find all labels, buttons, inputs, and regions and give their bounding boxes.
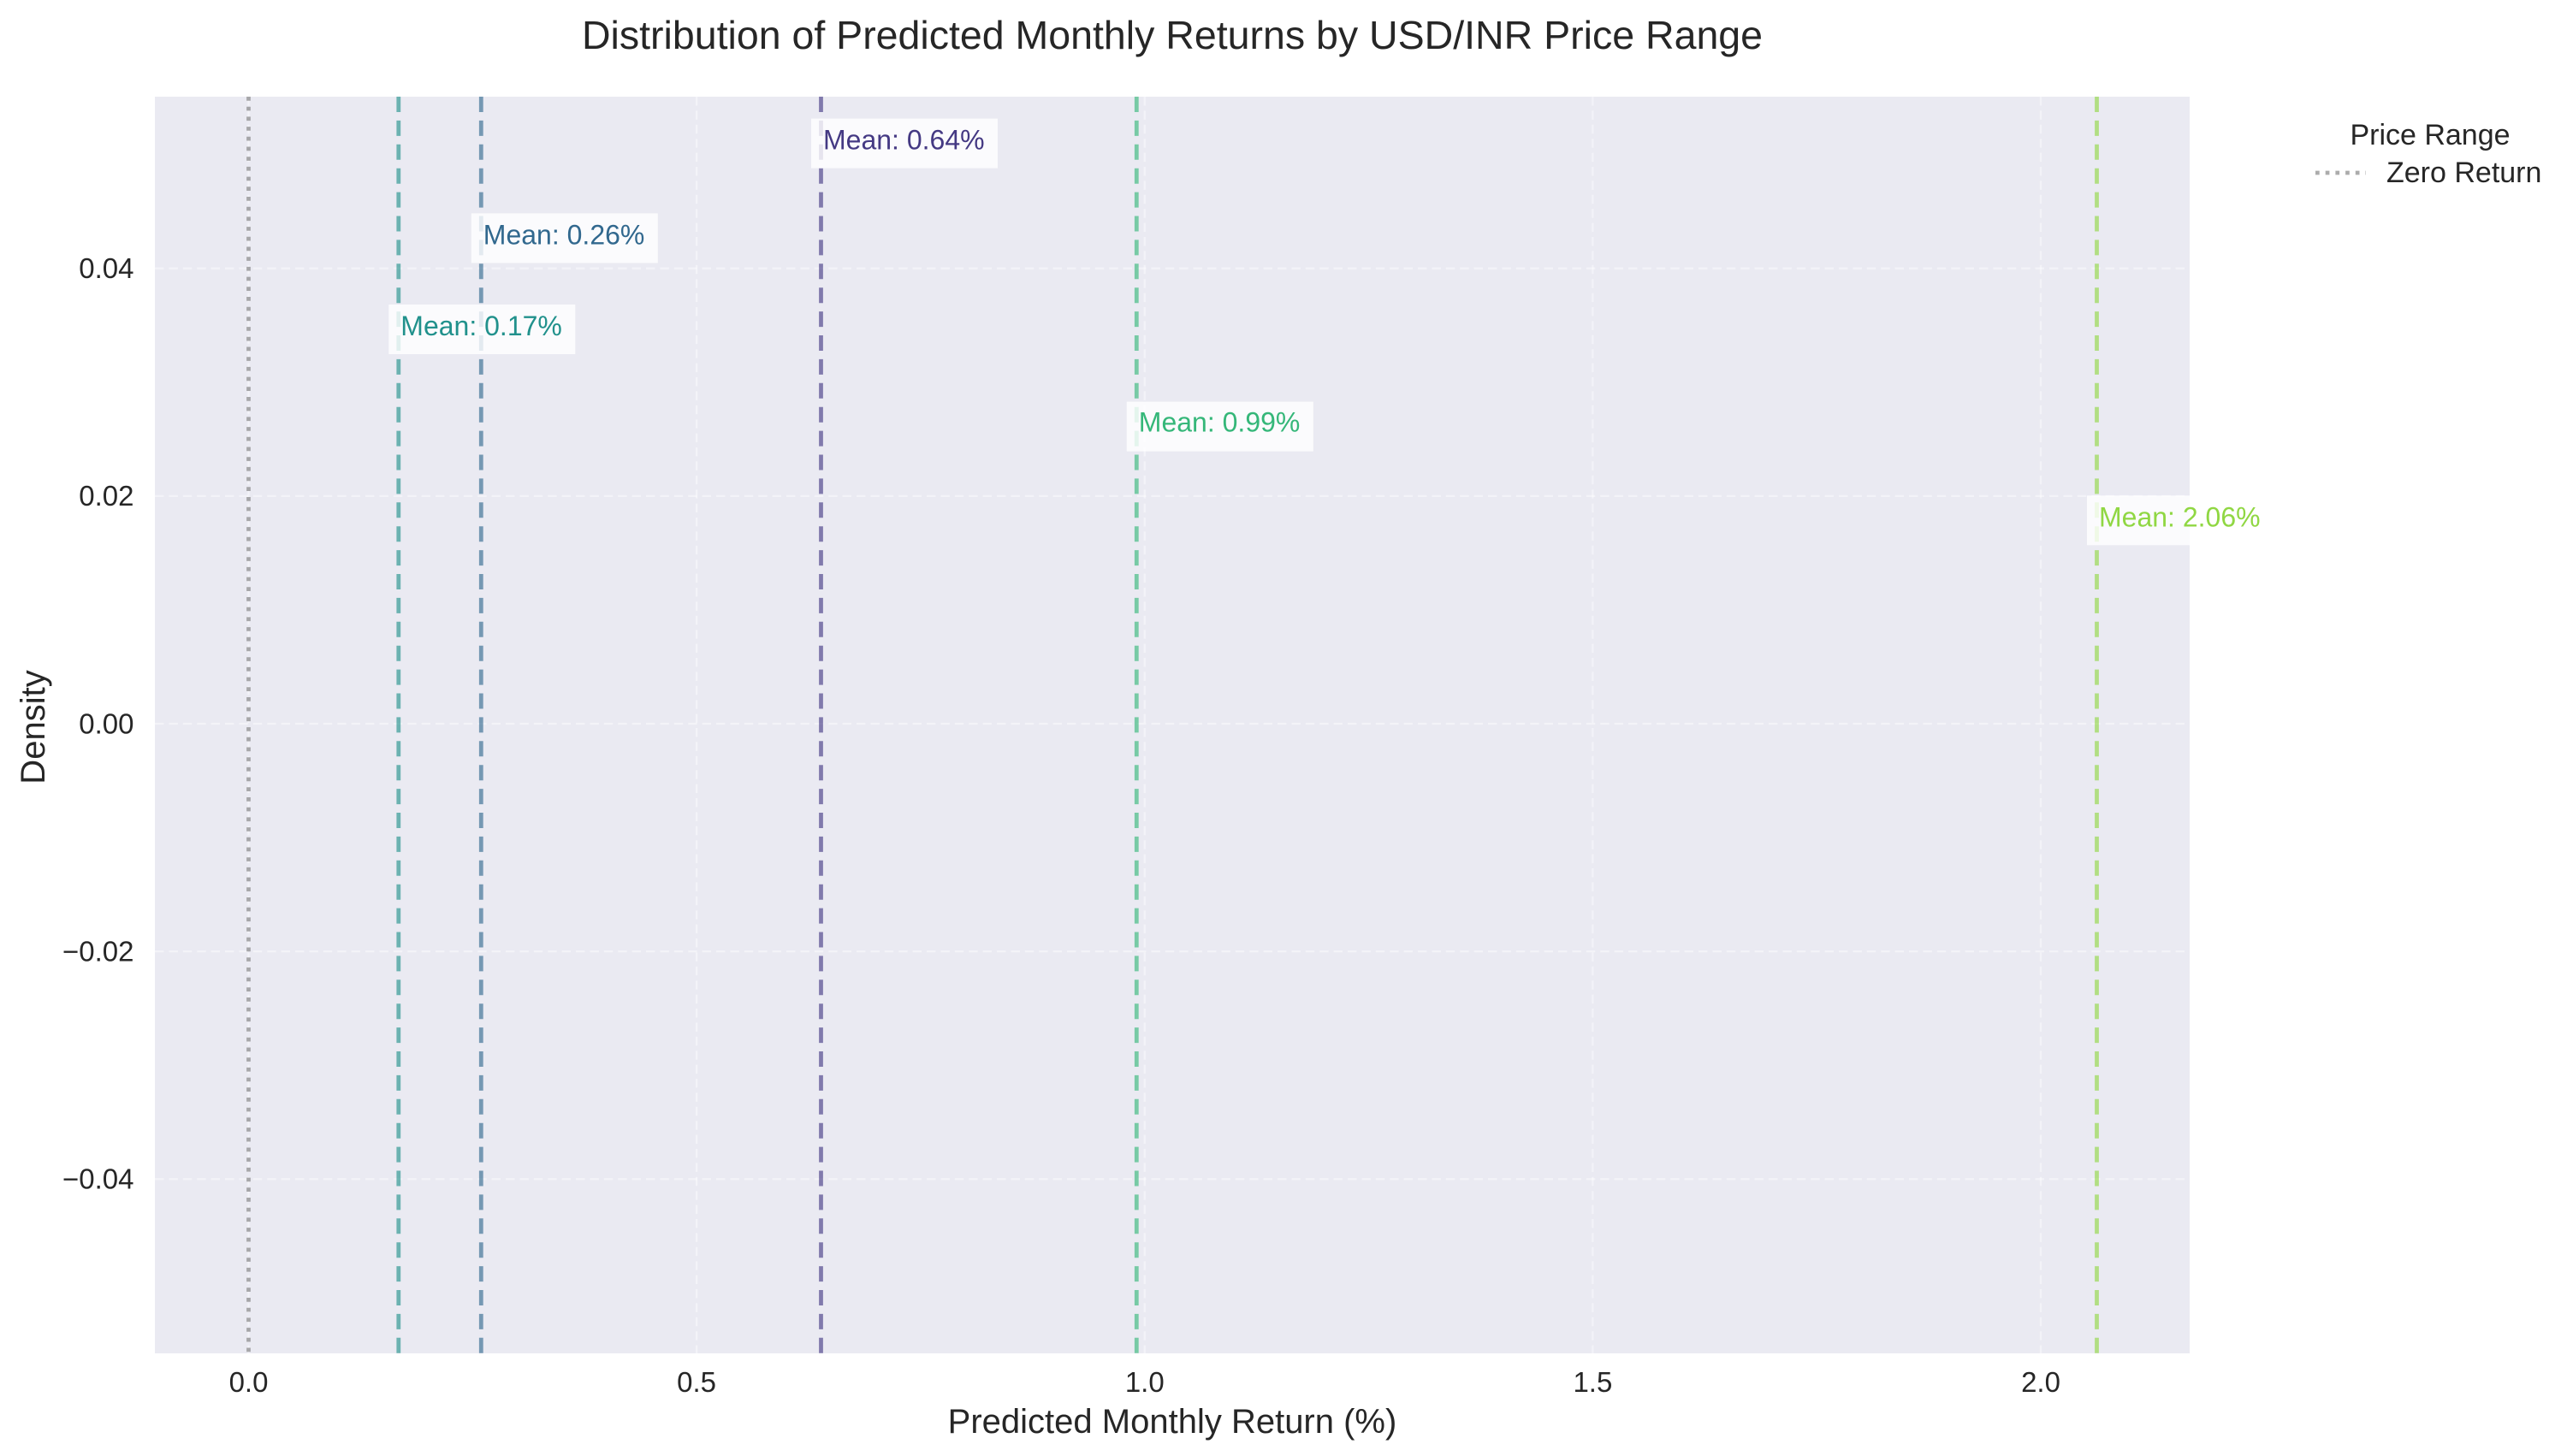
svg-text:0.00: 0.00 [79, 707, 133, 739]
svg-text:Price Range: Price Range [2350, 119, 2510, 151]
svg-text:2.0: 2.0 [2021, 1366, 2060, 1398]
svg-text:Distribution of Predicted Mont: Distribution of Predicted Monthly Return… [582, 13, 1763, 57]
svg-text:1.0: 1.0 [1125, 1366, 1165, 1398]
svg-text:−0.02: −0.02 [62, 936, 134, 968]
svg-text:0.0: 0.0 [229, 1366, 269, 1398]
svg-text:Density: Density [15, 670, 52, 784]
svg-text:Zero Return: Zero Return [2386, 157, 2541, 189]
svg-text:Mean: 0.26%: Mean: 0.26% [483, 219, 645, 250]
svg-text:−0.04: −0.04 [62, 1163, 134, 1195]
svg-text:0.5: 0.5 [677, 1366, 716, 1398]
svg-text:0.02: 0.02 [79, 480, 133, 512]
svg-text:1.5: 1.5 [1573, 1366, 1612, 1398]
svg-text:Predicted Monthly Return (%): Predicted Monthly Return (%) [948, 1403, 1397, 1441]
svg-text:0.04: 0.04 [79, 252, 133, 284]
svg-text:Mean: 0.17%: Mean: 0.17% [400, 311, 562, 341]
svg-text:Mean: 0.64%: Mean: 0.64% [823, 125, 985, 156]
svg-text:Mean: 0.99%: Mean: 0.99% [1139, 407, 1301, 438]
svg-text:Mean: 2.06%: Mean: 2.06% [2099, 502, 2261, 533]
